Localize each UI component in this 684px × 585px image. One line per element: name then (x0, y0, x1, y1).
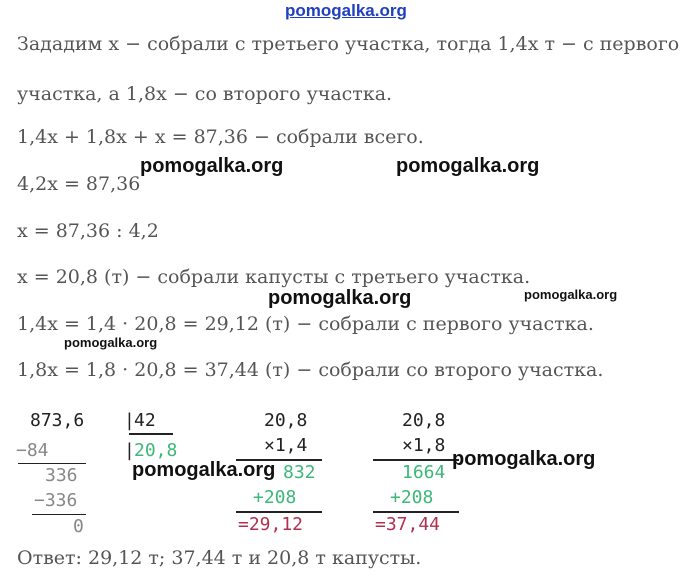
subtrahend: −336 (34, 490, 78, 511)
multiplicand: 20,8 (402, 410, 446, 431)
text-line: 1,4x + 1,8x + x = 87,36 − собрали всего. (17, 126, 424, 148)
divider-bar: | (124, 440, 135, 461)
text-line: x = 87,36 : 4,2 (17, 220, 159, 242)
quotient: 20,8 (134, 440, 178, 461)
line (373, 511, 459, 513)
watermark-top[interactable]: pomogalka.org (285, 1, 407, 20)
text-line: участка, а 1,8x − со второго участка. (17, 83, 393, 105)
watermark: pomogalka.org (524, 287, 618, 302)
remainder: 0 (73, 516, 84, 537)
text-line: 4,2x = 87,36 (17, 173, 141, 195)
line (373, 459, 459, 461)
text-line: Зададим x − собрали с третьего участка, … (17, 33, 680, 55)
watermark: pomogalka.org (268, 287, 412, 309)
line (18, 463, 86, 464)
subtrahend: −84 (16, 440, 49, 461)
divisor-line (129, 433, 173, 435)
watermark: pomogalka.org (140, 155, 284, 177)
remainder: 336 (45, 465, 78, 486)
divisor: 42 (134, 410, 156, 431)
multiplicand: 20,8 (264, 410, 308, 431)
multiplier: ×1,8 (402, 435, 446, 456)
watermark: pomogalka.org (64, 335, 158, 350)
partial-product: 1664 (402, 462, 446, 483)
answer: Ответ: 29,12 т; 37,44 т и 20,8 т капусты… (17, 547, 422, 569)
watermark: pomogalka.org (452, 448, 596, 470)
watermark: pomogalka.org (132, 459, 276, 481)
text-line: 1,8x = 1,8 · 20,8 = 37,44 (т) − собрали … (17, 359, 604, 381)
line (236, 459, 322, 461)
divider-bar: | (124, 410, 135, 431)
text-line: x = 20,8 (т) − собрали капусты с третьег… (17, 266, 531, 288)
dividend: 873,6 (30, 410, 85, 431)
line (236, 511, 322, 513)
partial-product: +208 (253, 487, 297, 508)
multiplier: ×1,4 (264, 435, 308, 456)
line (32, 514, 86, 515)
product-result: =37,44 (375, 514, 441, 535)
product-result: =29,12 (238, 514, 304, 535)
partial-product: +208 (390, 487, 434, 508)
text-line: 1,4x = 1,4 · 20,8 = 29,12 (т) − собрали … (17, 313, 594, 335)
watermark: pomogalka.org (396, 155, 540, 177)
partial-product: 832 (283, 462, 316, 483)
